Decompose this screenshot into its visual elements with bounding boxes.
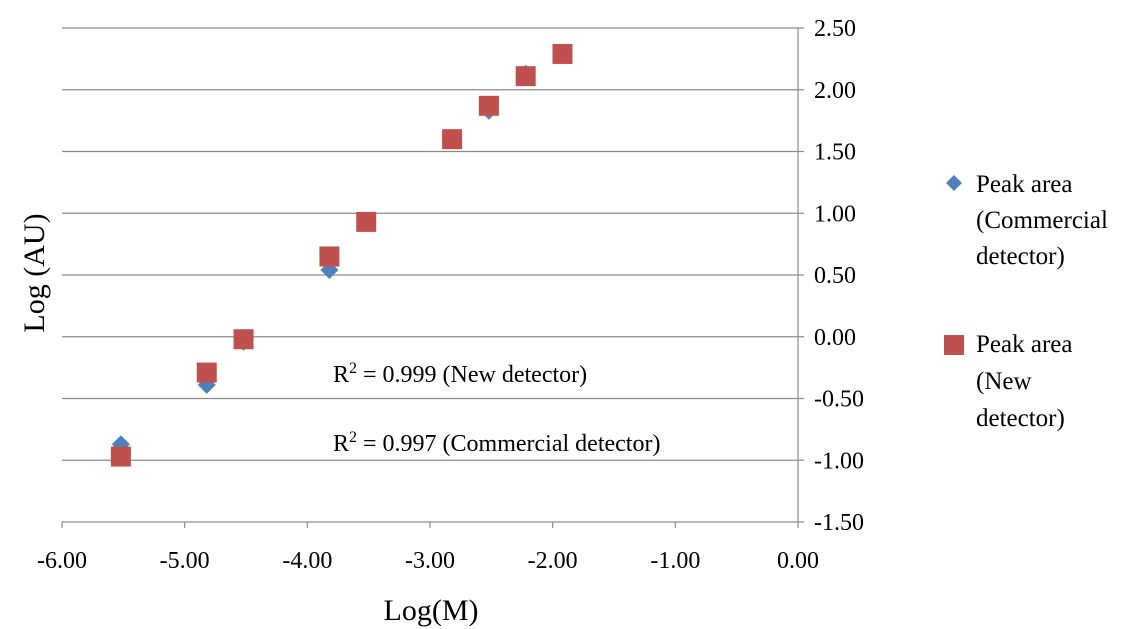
x-tick-label: -2.00: [528, 548, 578, 574]
data-point-new: [515, 66, 536, 87]
legend-label-line: detector): [976, 243, 1065, 270]
legend-label-line: (Commercial: [976, 207, 1108, 234]
x-tick-label: -3.00: [405, 548, 455, 574]
y-axis-title: Log (AU): [18, 213, 51, 332]
legend-label-line: detector): [976, 405, 1065, 432]
y-tick-label: 1.50: [814, 140, 856, 166]
legend-label-line: Peak area: [976, 331, 1072, 358]
x-tick-label: 0.00: [777, 548, 819, 574]
legend-label-line: (New: [976, 368, 1032, 395]
y-tick-label: 2.50: [814, 16, 856, 42]
legend-item-commercial: Peak area (Commercial detector): [946, 171, 1108, 270]
y-tick-label: 1.00: [814, 201, 856, 227]
data-point-new: [356, 211, 377, 232]
data-point-new: [552, 43, 573, 64]
legend-square-marker: [944, 335, 964, 355]
x-tick-label: -1.00: [650, 548, 700, 574]
y-tick-label: 0.50: [814, 263, 856, 289]
x-tick-label: -5.00: [160, 548, 210, 574]
data-point-new: [319, 246, 340, 267]
y-tick-label: 0.00: [814, 325, 856, 351]
axes: [61, 27, 804, 528]
x-tick-label: -6.00: [37, 548, 87, 574]
y-tick-label: 2.00: [814, 78, 856, 104]
legend-label-line: Peak area: [976, 171, 1072, 198]
x-tick-label: -4.00: [282, 548, 332, 574]
y-tick-label: -1.00: [814, 448, 864, 474]
r-squared-commercial-annotation: R2 = 0.997 (Commercial detector): [333, 429, 660, 457]
data-point-new: [233, 329, 254, 350]
legend-item-new: Peak area (New detector): [944, 331, 1072, 432]
legend-diamond-marker: [946, 175, 962, 191]
data-point-new: [442, 129, 463, 150]
y-tick-label: -0.50: [814, 387, 864, 413]
data-point-new: [110, 446, 131, 467]
data-point-new: [196, 362, 217, 383]
x-axis-title: Log(M): [384, 594, 479, 627]
legend: Peak area (Commercial detector) Peak are…: [944, 171, 1108, 432]
data-point-new: [478, 95, 499, 116]
tick-labels: 2.50 2.00 1.50 1.00 0.50 0.00 -0.50 -1.00 -1.50 -…: [37, 16, 864, 574]
data-points: [110, 43, 573, 467]
y-tick-label: -1.50: [814, 510, 864, 536]
r-squared-new-annotation: R2 = 0.999 (New detector): [333, 360, 587, 388]
